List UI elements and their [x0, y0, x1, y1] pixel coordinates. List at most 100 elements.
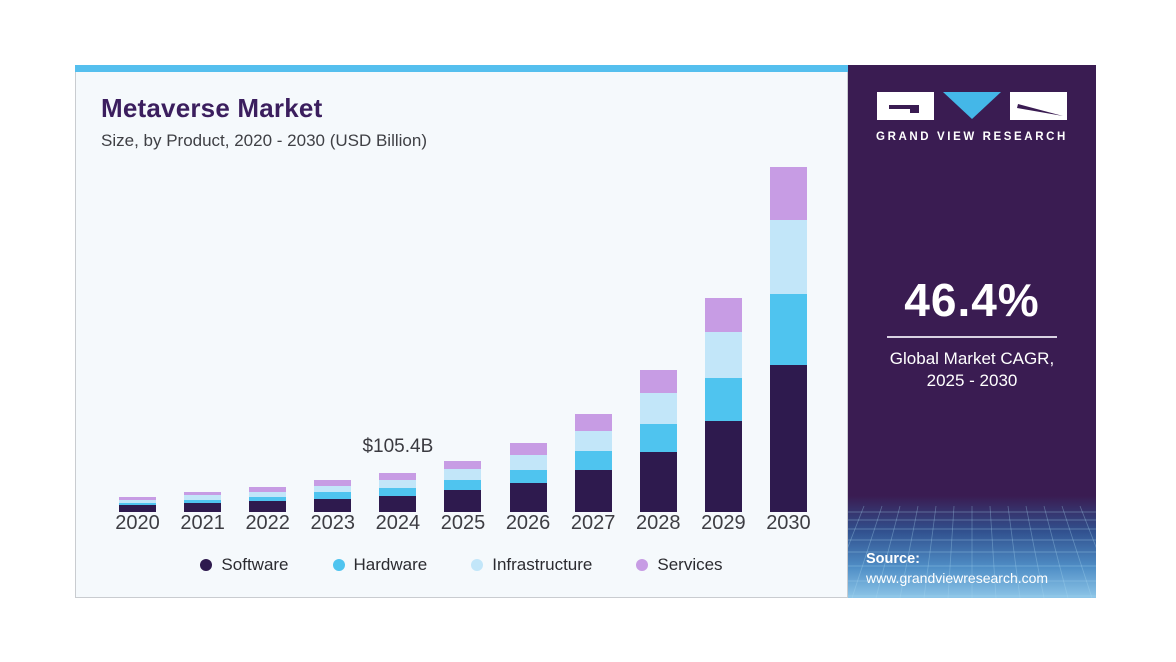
logo-g-glyph: [889, 105, 919, 113]
bar-segment-2020-hardware: [119, 502, 156, 506]
legend-label: Hardware: [353, 555, 428, 574]
legend-label: Services: [657, 555, 723, 574]
bar-segment-2023-services: [314, 480, 352, 486]
x-axis-label-text: 2021: [180, 512, 225, 534]
legend-dot-icon: [332, 559, 345, 571]
bar-segment-2028-software: [639, 452, 677, 512]
x-axis-label-text: 2024: [375, 512, 421, 534]
logo-r-glyph: [1017, 104, 1063, 116]
bar-segment-2028-services: [639, 370, 677, 394]
bar-2026: [509, 442, 547, 512]
source-area: Source: www.grandviewresearch.com: [848, 496, 1096, 598]
x-axis-label-2030: 2030: [766, 512, 811, 535]
x-axis-label-2021: 2021: [180, 512, 225, 535]
grand-view-research-logo-icon: [848, 92, 1096, 126]
bar-segment-2027-software: [574, 470, 612, 512]
bar-segment-2020-software: [119, 505, 156, 512]
bar-segment-2022-software: [249, 501, 287, 512]
accent-strip: [75, 65, 848, 72]
bar-segment-2022-hardware: [249, 496, 287, 502]
bar-segment-2021-hardware: [184, 499, 222, 504]
legend-item-services: Services: [636, 555, 723, 575]
bar-2020: [119, 497, 156, 512]
bars-row: $105.4B: [119, 112, 807, 512]
bar-segment-2024-services: [379, 473, 417, 481]
bar-segment-2025-software: [444, 490, 482, 512]
bar-segment-2028-hardware: [639, 423, 677, 452]
x-axis-label-2026: 2026: [506, 512, 551, 535]
chart-title: Metaverse Market: [101, 93, 323, 123]
x-axis-label-2027: 2027: [571, 512, 616, 535]
x-axis-label-text: 2029: [701, 512, 746, 534]
bar-segment-2027-hardware: [574, 450, 612, 470]
cagr-label-line2: 2025 - 2030: [926, 371, 1018, 391]
bar-segment-2027-services: [574, 414, 612, 431]
bar-segment-2024-software: [379, 496, 417, 512]
bar-segment-2026-services: [509, 442, 547, 455]
chart-card: Metaverse Market Size, by Product, 2020 …: [75, 65, 848, 598]
legend-dot-icon: [471, 559, 484, 571]
bar-segment-2029-hardware: [704, 378, 742, 421]
bar-segment-2024-hardware: [379, 488, 417, 496]
bar-segment-2029-services: [704, 298, 742, 333]
x-axis-label-2025: 2025: [441, 512, 486, 535]
cagr-label-line1: Global Market CAGR,: [889, 349, 1055, 368]
x-axis-label-2028: 2028: [636, 512, 681, 535]
bar-segment-2023-software: [314, 499, 352, 512]
bar-segment-2020-infrastructure: [119, 499, 156, 503]
x-axis-label-text: 2027: [570, 512, 616, 534]
legend-label: Infrastructure: [492, 555, 593, 574]
chart-subtitle: Size, by Product, 2020 - 2030 (USD Billi…: [101, 131, 427, 150]
legend-dot-icon: [200, 559, 213, 571]
logo-v-triangle: [943, 92, 1001, 119]
bar-2028: [639, 370, 677, 512]
cagr-value: 46.4%: [904, 274, 1040, 326]
source-url: www.grandviewresearch.com: [866, 570, 1049, 586]
source-label: Source:: [866, 551, 920, 567]
x-axis-label-text: 2026: [505, 512, 551, 534]
x-axis-label-2024: 2024: [376, 512, 421, 535]
x-axis-label-2020: 2020: [115, 512, 160, 535]
bar-segment-2026-software: [509, 482, 547, 512]
bar-2029: [704, 298, 742, 512]
bar-2030: [769, 167, 807, 512]
bar-2023: [314, 480, 352, 512]
chart-header: Metaverse Market Size, by Product, 2020 …: [101, 93, 427, 151]
bar-segment-2026-infrastructure: [509, 454, 547, 470]
bar-segment-2027-infrastructure: [574, 430, 612, 451]
bar-2022: [249, 487, 287, 512]
source-text: Source: www.grandviewresearch.com: [866, 551, 1048, 586]
legend-item-infrastructure: Infrastructure: [471, 555, 592, 575]
bar-value-annotation: $105.4B: [362, 436, 434, 458]
x-axis-labels: 2020 2021 2022 2023 2024 2025 2026 2027 2028 2029…: [115, 512, 811, 535]
bar-segment-2029-infrastructure: [704, 332, 742, 379]
bar-segment-2029-software: [704, 420, 742, 512]
bar-segment-2025-hardware: [444, 480, 482, 491]
bar-segment-2025-infrastructure: [444, 468, 482, 481]
bar-segment-2023-infrastructure: [314, 485, 352, 493]
bar-segment-2030-hardware: [769, 293, 807, 366]
x-axis-label-2029: 2029: [701, 512, 746, 535]
bar-2025: [444, 460, 482, 512]
x-axis-label-2022: 2022: [245, 512, 290, 535]
cagr-divider: [887, 336, 1057, 338]
legend: Software Hardware Infrastructure Services: [76, 555, 847, 575]
brand-name: GRAND VIEW RESEARCH: [876, 131, 1068, 143]
legend-item-hardware: Hardware: [332, 555, 428, 575]
legend-item-software: Software: [200, 555, 289, 575]
cagr-block: 46.4% Global Market CAGR, 2025 - 2030: [848, 273, 1096, 393]
bar-segment-2026-hardware: [509, 469, 547, 483]
bar-segment-2022-services: [249, 487, 287, 492]
bar-segment-2030-services: [769, 167, 807, 221]
bar-segment-2021-services: [184, 491, 222, 496]
wireframe-grid-graphic: [848, 496, 1096, 598]
bar-2024: $105.4B: [362, 436, 433, 512]
bar-segment-2030-software: [769, 365, 807, 512]
sidebar: GRAND VIEW RESEARCH 46.4% Global Market …: [848, 65, 1096, 598]
bar-segment-2028-infrastructure: [639, 393, 677, 424]
bar-2027: [574, 414, 612, 512]
bar-segment-2024-infrastructure: [379, 480, 417, 489]
bar-segment-2025-services: [444, 460, 482, 469]
bar-segment-2020-services: [119, 497, 156, 500]
x-axis-label-text: 2023: [310, 512, 356, 534]
